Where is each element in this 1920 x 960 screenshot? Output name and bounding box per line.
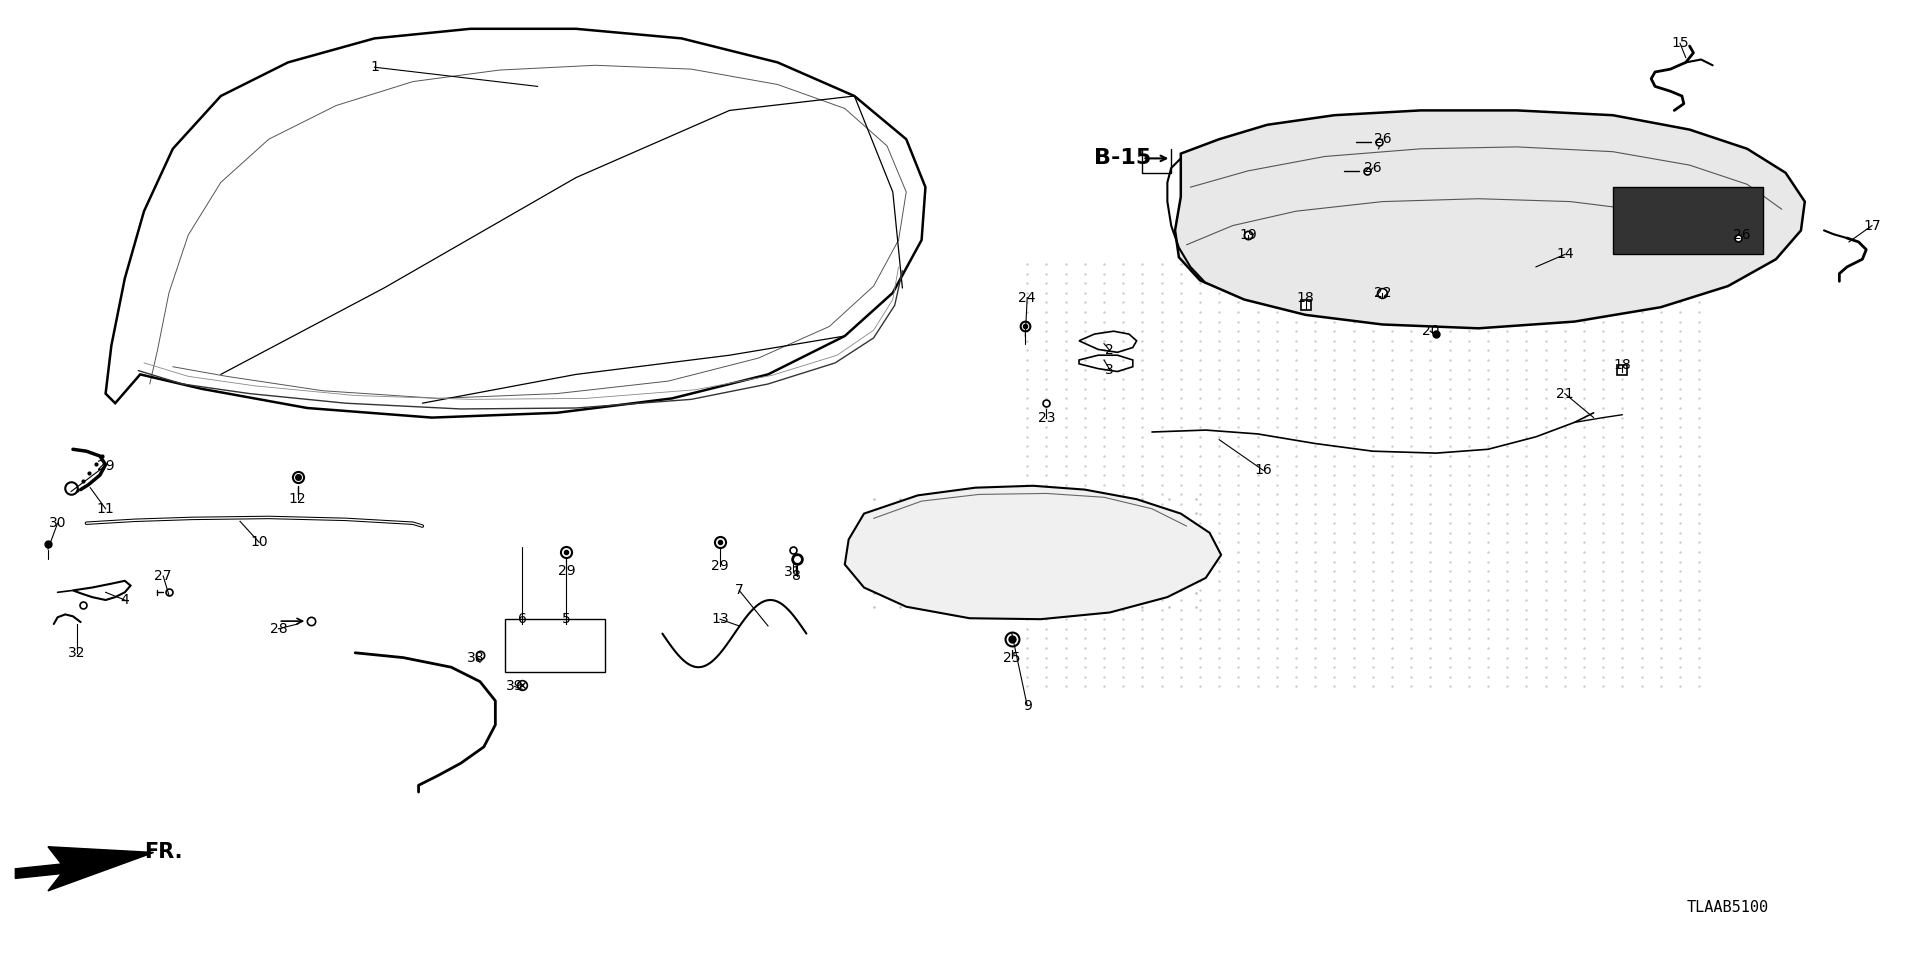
Text: 19: 19 xyxy=(1238,228,1258,242)
Polygon shape xyxy=(15,847,154,891)
Text: 31: 31 xyxy=(783,565,803,579)
Text: 24: 24 xyxy=(1018,291,1037,304)
Text: 11: 11 xyxy=(96,502,115,516)
Text: 38: 38 xyxy=(467,651,486,664)
Text: 29: 29 xyxy=(96,459,115,472)
Polygon shape xyxy=(1175,110,1805,328)
Text: 26: 26 xyxy=(1732,228,1751,242)
Bar xyxy=(1613,187,1763,254)
Text: 39: 39 xyxy=(505,680,524,693)
Text: 17: 17 xyxy=(1862,219,1882,232)
Text: 9: 9 xyxy=(1023,699,1031,712)
Text: 30: 30 xyxy=(48,516,67,530)
Text: 20: 20 xyxy=(1421,324,1440,338)
Text: 26: 26 xyxy=(1363,161,1382,175)
Text: 23: 23 xyxy=(1037,411,1056,424)
Text: 8: 8 xyxy=(793,569,801,583)
Text: 29: 29 xyxy=(710,560,730,573)
Text: 15: 15 xyxy=(1670,36,1690,50)
Text: FR.: FR. xyxy=(144,843,182,862)
Text: 14: 14 xyxy=(1555,248,1574,261)
Text: 18: 18 xyxy=(1296,291,1315,304)
Text: 5: 5 xyxy=(563,612,570,626)
Text: 3: 3 xyxy=(1106,363,1114,376)
Polygon shape xyxy=(845,486,1221,619)
Text: 6: 6 xyxy=(518,612,526,626)
Text: 26: 26 xyxy=(1373,132,1392,146)
Text: 21: 21 xyxy=(1555,387,1574,400)
Text: 1: 1 xyxy=(371,60,378,74)
Text: 7: 7 xyxy=(735,584,743,597)
Text: 25: 25 xyxy=(1002,651,1021,664)
Text: 27: 27 xyxy=(154,569,173,583)
Text: 32: 32 xyxy=(67,646,86,660)
Text: B-15: B-15 xyxy=(1094,149,1152,168)
Text: 29: 29 xyxy=(557,564,576,578)
Text: 2: 2 xyxy=(1106,344,1114,357)
Text: 16: 16 xyxy=(1254,464,1273,477)
Text: 13: 13 xyxy=(710,612,730,626)
Text: 4: 4 xyxy=(121,593,129,607)
Text: 18: 18 xyxy=(1613,358,1632,372)
Text: TLAAB5100: TLAAB5100 xyxy=(1688,900,1768,915)
Text: 10: 10 xyxy=(250,536,269,549)
Text: 22: 22 xyxy=(1373,286,1392,300)
Text: 12: 12 xyxy=(288,492,307,506)
Text: 28: 28 xyxy=(269,622,288,636)
